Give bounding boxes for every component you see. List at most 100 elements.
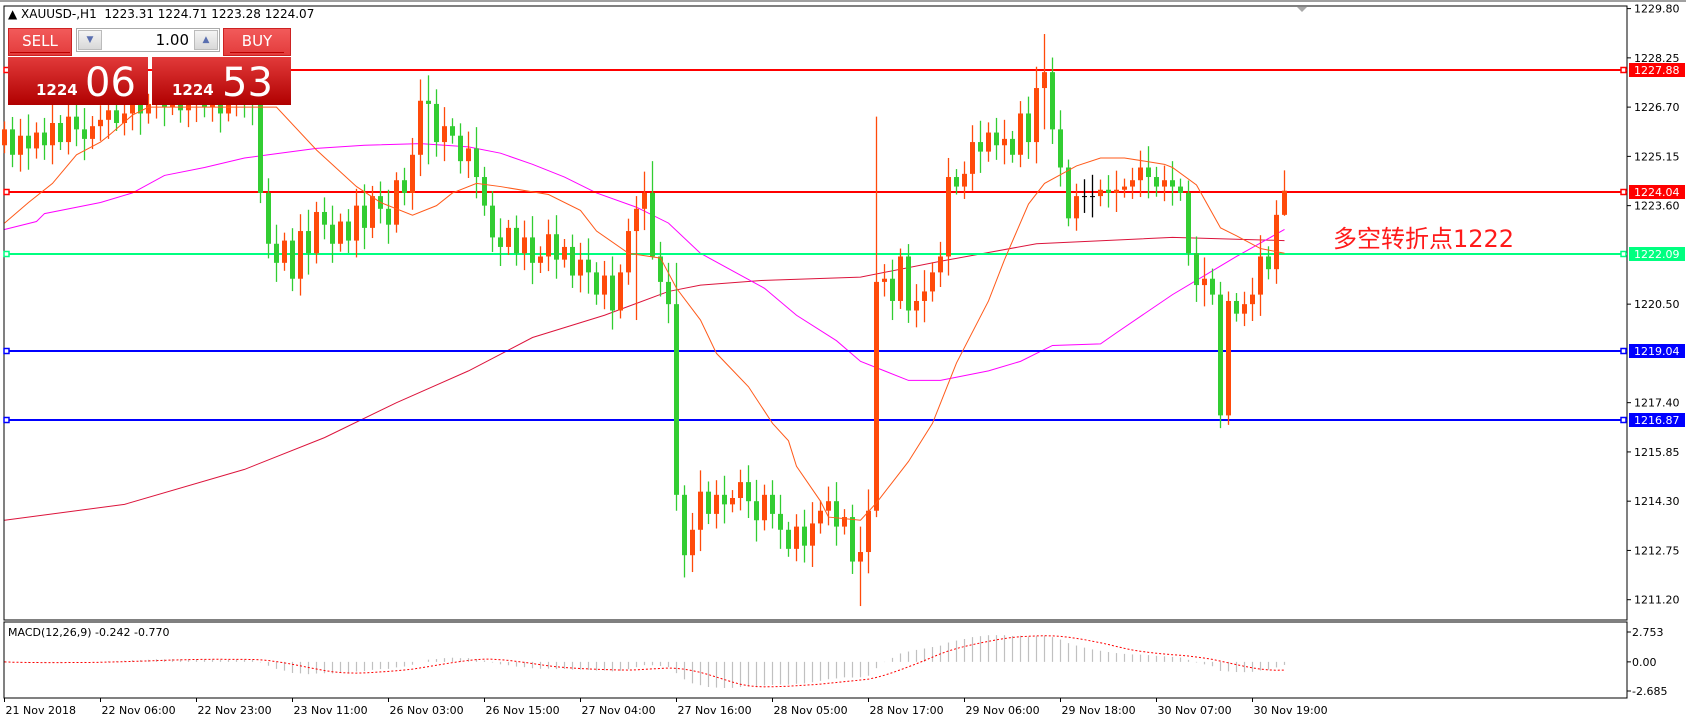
- candle-body: [778, 513, 783, 530]
- candle-body: [1250, 294, 1255, 305]
- x-tick-label: 26 Nov 03:00: [390, 704, 464, 717]
- line-anchor-right: [1620, 416, 1627, 424]
- candle-body: [914, 300, 919, 311]
- candle-body: [10, 129, 15, 155]
- candle: [722, 475, 727, 524]
- macd-signal-line: [4, 635, 1285, 688]
- candle-body: [370, 196, 375, 228]
- price-level-tag-label: 1224.04: [1634, 186, 1680, 199]
- candle-body: [938, 256, 943, 273]
- candle-body: [298, 231, 303, 279]
- candle: [114, 102, 119, 131]
- candle: [1042, 34, 1047, 130]
- buy-price-button[interactable]: 1224 53: [152, 57, 291, 105]
- candle-body: [1034, 88, 1039, 143]
- candle-body: [1066, 167, 1071, 219]
- candle: [794, 514, 799, 562]
- candle: [1218, 281, 1223, 429]
- candle: [1082, 179, 1087, 213]
- candle-body: [890, 278, 895, 301]
- sell-price-pips: 06: [85, 60, 136, 106]
- candle: [266, 178, 271, 259]
- candle: [258, 93, 263, 204]
- candle-body: [1258, 256, 1263, 295]
- ma-mid-line: [4, 143, 1285, 381]
- candle: [1202, 257, 1207, 307]
- candle: [2, 121, 7, 154]
- candle-body: [2, 129, 7, 146]
- candle-body: [1018, 113, 1023, 155]
- candle: [498, 218, 503, 267]
- candle-body: [802, 526, 807, 546]
- candle: [274, 224, 279, 282]
- candle-body: [490, 205, 495, 238]
- candle-body: [866, 510, 871, 553]
- candle: [1130, 167, 1135, 199]
- candle: [642, 171, 647, 231]
- candle: [330, 205, 335, 263]
- lot-value[interactable]: 1.00: [155, 31, 189, 49]
- candle-body: [346, 221, 351, 241]
- sell-button[interactable]: SELL: [8, 28, 72, 56]
- x-tick-label: 22 Nov 06:00: [102, 704, 176, 717]
- candle-body: [586, 259, 591, 273]
- candle: [50, 103, 55, 165]
- candle-body: [690, 529, 695, 556]
- candle-body: [50, 123, 55, 146]
- candle-body: [570, 246, 575, 276]
- candle-body: [818, 510, 823, 524]
- candle-body: [986, 132, 991, 152]
- y-tick-label: 1226.70: [1634, 101, 1680, 114]
- y-tick-label: 1220.50: [1634, 298, 1680, 311]
- candle-body: [1202, 278, 1207, 286]
- candle-body: [626, 231, 631, 273]
- candle-body: [98, 119, 103, 127]
- buy-button[interactable]: BUY: [223, 28, 291, 56]
- sell-price-button[interactable]: 1224 06: [8, 57, 148, 105]
- lot-decrease-arrow-icon[interactable]: ▼: [78, 30, 102, 50]
- candle: [1210, 268, 1215, 305]
- candle: [490, 191, 495, 253]
- candle: [90, 116, 95, 150]
- candle-body: [1082, 196, 1087, 198]
- candle-body: [634, 208, 639, 232]
- buy-price-pips: 53: [222, 60, 273, 106]
- lot-increase-arrow-icon[interactable]: ▲: [194, 30, 218, 50]
- candle: [306, 209, 311, 275]
- lot-size-field[interactable]: ▼ 1.00 ▲: [76, 28, 220, 52]
- x-tick-label: 21 Nov 2018: [6, 704, 76, 717]
- candle: [42, 117, 47, 160]
- candle: [586, 238, 591, 294]
- candle: [26, 114, 31, 170]
- candle-body: [650, 192, 655, 257]
- candle: [1090, 174, 1095, 218]
- candle: [994, 117, 999, 160]
- candle: [1146, 146, 1151, 199]
- candle: [962, 161, 967, 199]
- candle: [346, 209, 351, 253]
- candle-body: [1002, 138, 1007, 146]
- candle-body: [842, 517, 847, 527]
- candle: [786, 521, 791, 557]
- candle: [386, 189, 391, 244]
- candle-body: [698, 491, 703, 530]
- candle: [746, 465, 751, 519]
- candle: [634, 196, 639, 321]
- candle-body: [578, 259, 583, 276]
- candle: [954, 169, 959, 195]
- candle-body: [1042, 72, 1047, 89]
- candle-body: [426, 100, 431, 104]
- candle: [1074, 183, 1079, 231]
- candle-body: [1122, 186, 1127, 190]
- candle-body: [730, 498, 735, 505]
- candle-body: [754, 501, 759, 521]
- candle-body: [1234, 300, 1239, 314]
- candle-body: [1282, 190, 1287, 215]
- candle: [290, 228, 295, 292]
- candle-body: [1050, 72, 1055, 130]
- candle: [802, 509, 807, 563]
- candle: [18, 118, 23, 172]
- candle-body: [18, 135, 23, 155]
- collapse-triangle-icon[interactable]: ▲: [8, 7, 22, 21]
